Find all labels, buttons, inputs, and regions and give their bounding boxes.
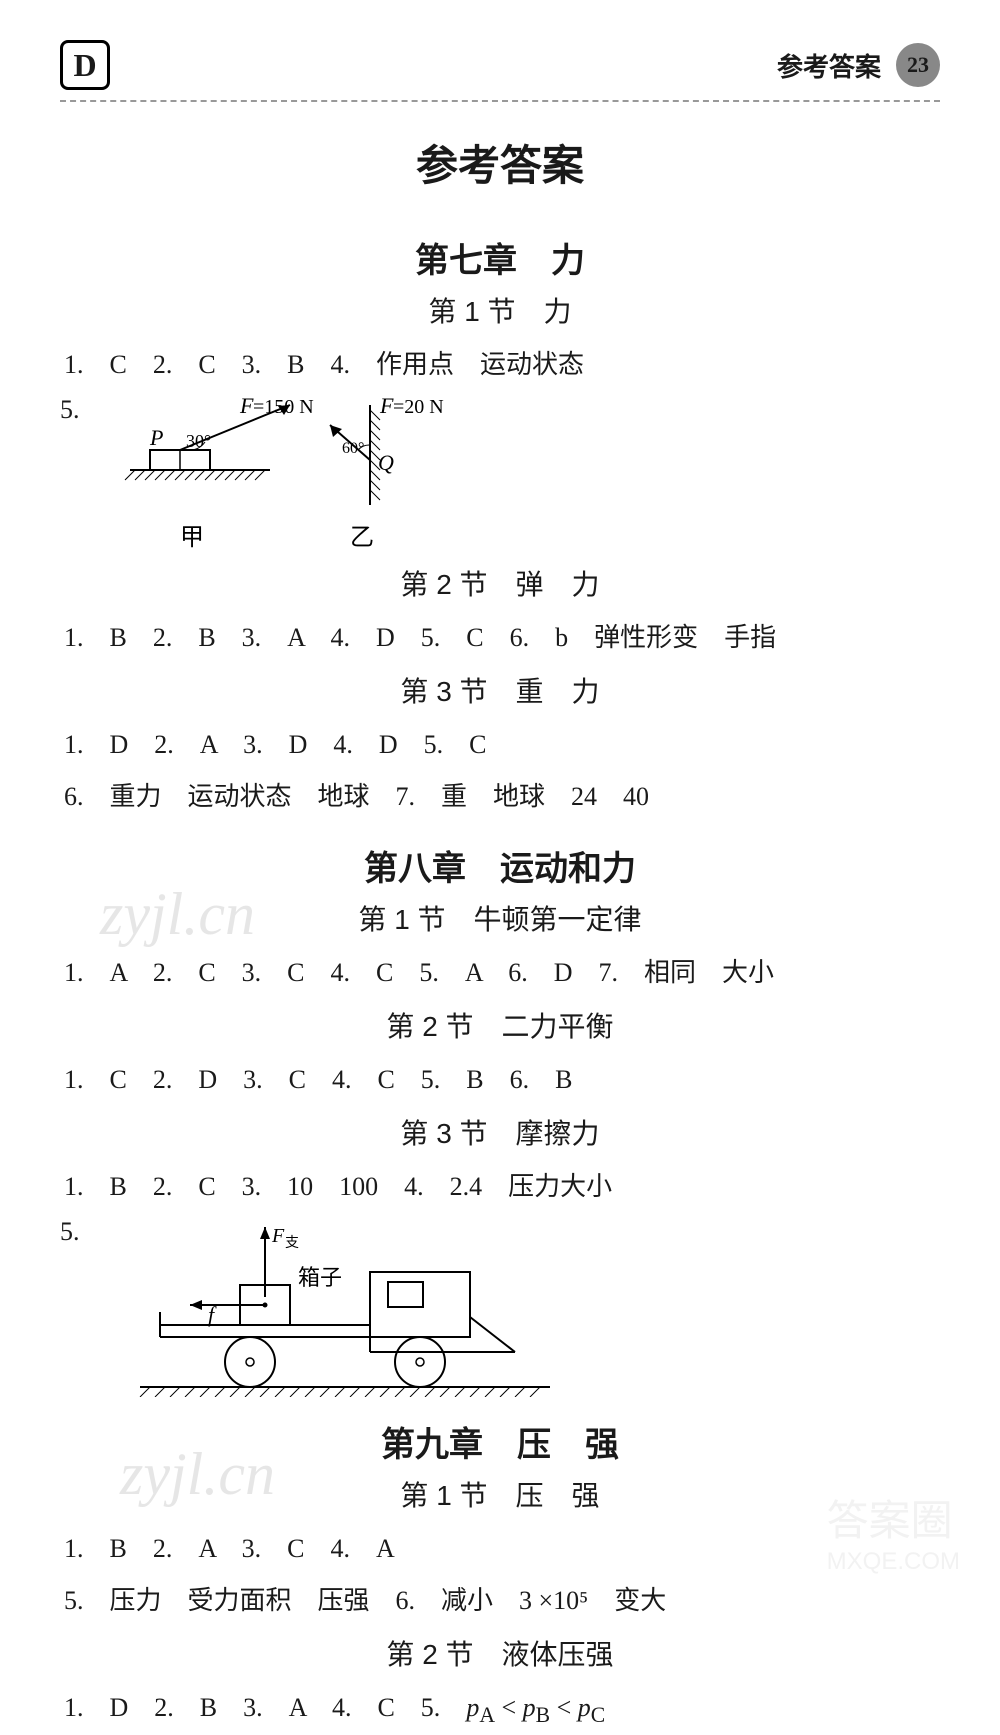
diagram-caption-left: 甲 [180,525,204,551]
question-label: 5. [60,1217,80,1247]
section-title: 第 1 节 力 [60,290,940,330]
truck-window [388,1282,423,1307]
force-label-right: F [379,395,394,418]
answer-row: 1. B 2. B 3. A 4. D 5. C 6. b 弹性形变 手指 [60,615,940,662]
force-diagram-row: 5. F =150 N P 30° 甲 F =20 N 60° Q 乙 [60,395,940,555]
section-title: 第 2 节 二力平衡 [60,1005,940,1045]
chapter-title: 第九章 压 强 [60,1417,940,1466]
force-up-sub: 支 [285,1235,299,1251]
angle-right-label: 60° [342,440,364,457]
main-title: 参考答案 [60,132,940,193]
section-title: 第 2 节 液体压强 [60,1633,940,1673]
force-up-label: F [271,1225,285,1247]
point-q-label: Q [378,450,394,475]
box-label: 箱子 [298,1265,342,1290]
answer-row: 1. D 2. B 3. A 4. C 5. pA < pB < pC [60,1685,940,1735]
section-title: 第 2 节 弹 力 [60,563,940,603]
question-label: 5. [60,395,80,425]
section-title: 第 3 节 摩擦力 [60,1112,940,1152]
truck-diagram-svg: F 支 箱子 f [120,1217,570,1397]
header-right: 参考答案 23 [777,43,940,87]
arrowhead-icon [260,1227,270,1239]
wheel-icon [225,1337,275,1387]
wheel-icon [395,1337,445,1387]
answer-row: 1. C 2. C 3. B 4. 作用点 运动状态 [60,342,940,389]
answer-row: 1. B 2. C 3. 10 100 4. 2.4 压力大小 [60,1164,940,1211]
section-title: 第 1 节 压 强 [60,1474,940,1514]
chapter-title: 第八章 运动和力 [60,841,940,890]
truck-diagram-row: 5. F 支 箱子 f [60,1217,940,1397]
arrowhead-icon [190,1300,202,1310]
logo-icon: D [60,40,110,90]
logo-text: D [73,47,96,84]
page-header: D 参考答案 23 [60,40,940,102]
page-number: 23 [896,43,940,87]
force-diagram-svg: F =150 N P 30° 甲 F =20 N 60° Q 乙 [120,395,480,555]
force-label-left: F [239,395,254,418]
point-p-label: P [149,425,163,450]
force-label-right-eq: =20 N [393,396,444,418]
answer-row: 1. D 2. A 3. D 4. D 5. C [60,722,940,769]
chapter-title: 第七章 力 [60,233,940,282]
header-title: 参考答案 [777,47,881,84]
diagram-caption-right: 乙 [350,525,374,551]
answer-row: 6. 重力 运动状态 地球 7. 重 地球 24 40 [60,774,940,821]
answer-row: 1. A 2. C 3. C 4. C 5. A 6. D 7. 相同 大小 [60,950,940,997]
answer-row: 1. B 2. A 3. C 4. A [60,1526,940,1573]
section-title: 第 1 节 牛顿第一定律 [60,898,940,938]
ground-hatch [140,1387,540,1397]
section-title: 第 3 节 重 力 [60,670,940,710]
answer-row: 5. 压力 受力面积 压强 6. 减小 3 ×10⁵ 变大 [60,1578,940,1625]
answer-row: 1. C 2. D 3. C 4. C 5. B 6. B [60,1057,940,1104]
